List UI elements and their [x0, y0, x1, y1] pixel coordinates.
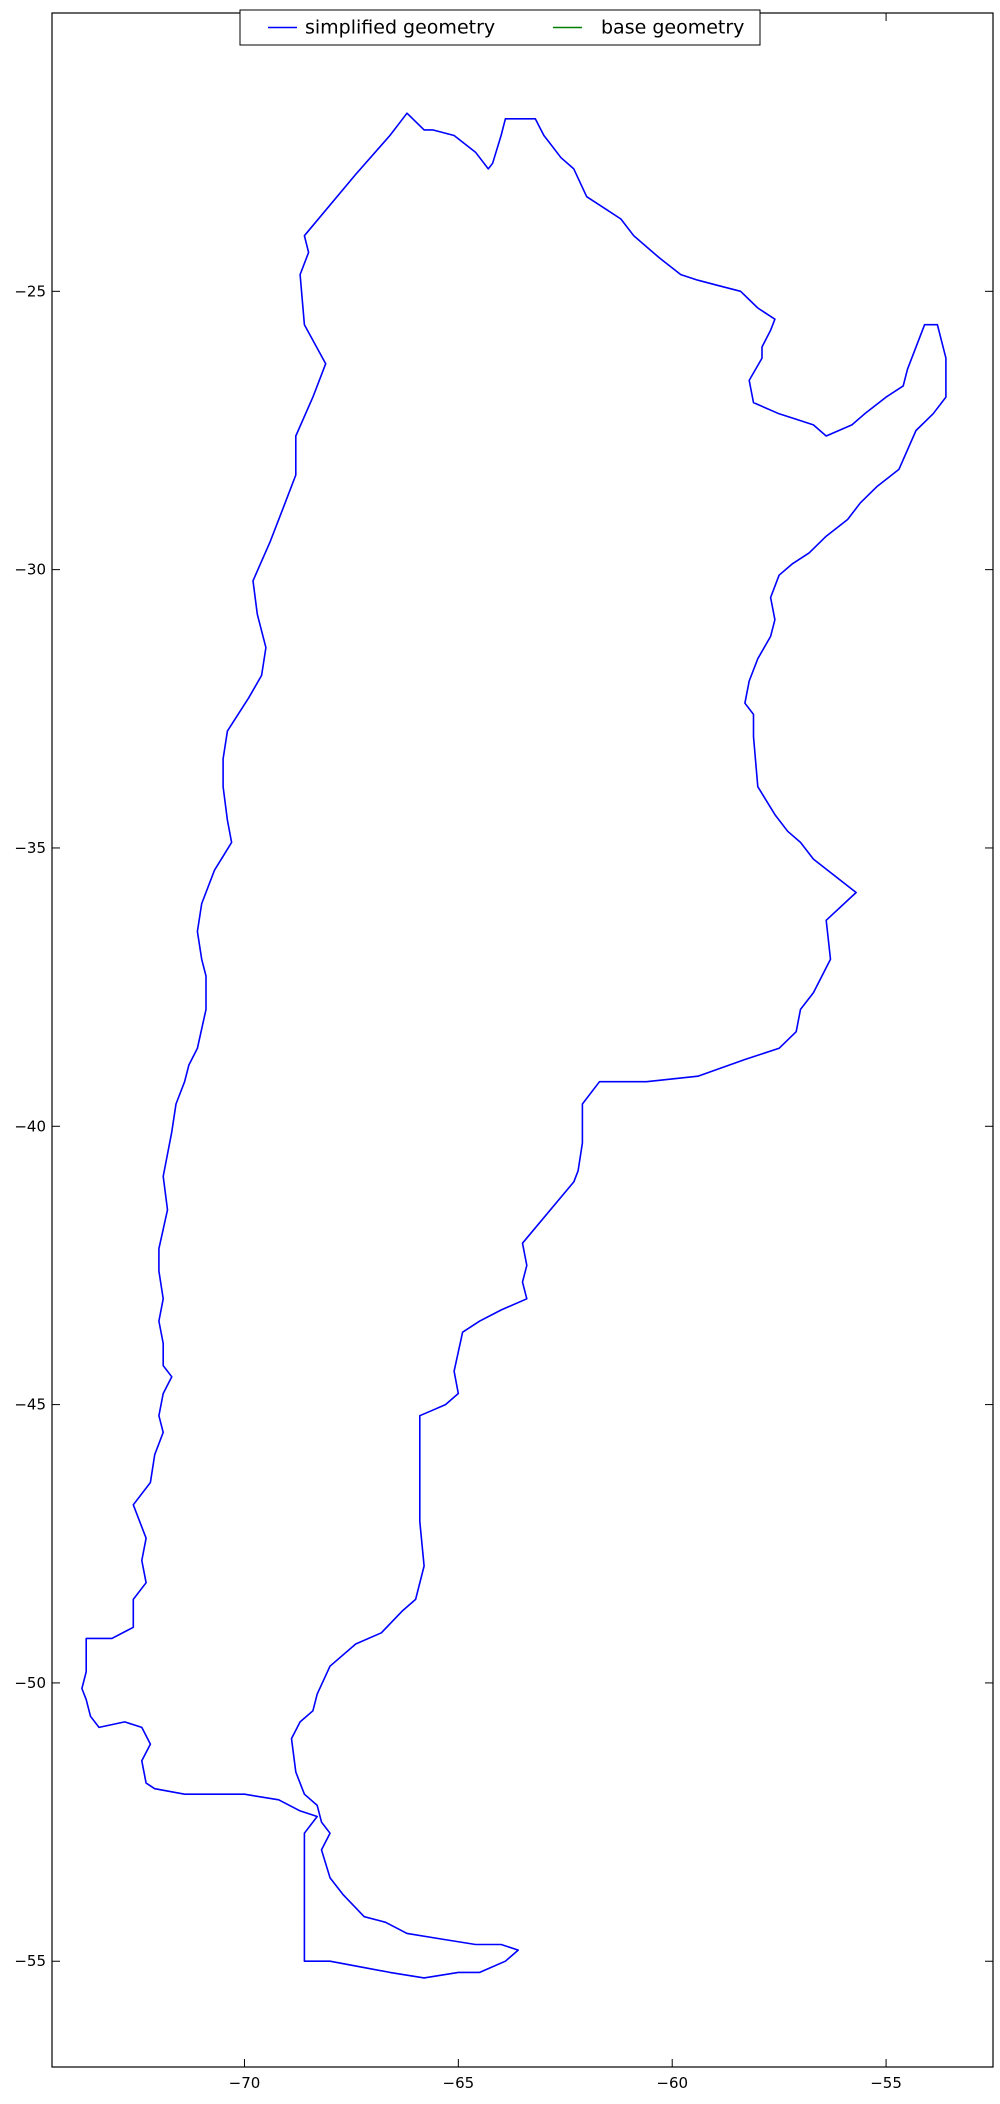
y-tick-label: −55 — [14, 1952, 46, 1970]
plot-area — [81, 112, 947, 1979]
y-tick-label: −35 — [14, 839, 46, 857]
y-tick-label: −50 — [14, 1674, 46, 1692]
axes: −70 −65 −60 −55 −25 −30 −35 −40 −45 −50 −55 — [14, 12, 994, 2092]
legend-label-0: simplified geometry — [305, 17, 495, 39]
y-tick-label: −45 — [14, 1396, 46, 1414]
x-tick-label: −60 — [656, 2074, 688, 2092]
y-tick-label: −25 — [14, 282, 46, 300]
legend-box — [239, 9, 761, 46]
y-tick-label: −40 — [14, 1117, 46, 1135]
legend-label-1: base geometry — [601, 17, 744, 39]
series-line-0 — [81, 112, 947, 1979]
x-tick-label: −70 — [229, 2074, 261, 2092]
x-tick-label: −55 — [870, 2074, 902, 2092]
y-tick-label: −30 — [14, 561, 46, 579]
x-tick-label: −65 — [443, 2074, 475, 2092]
legend: simplified geometry base geometry — [239, 9, 761, 46]
